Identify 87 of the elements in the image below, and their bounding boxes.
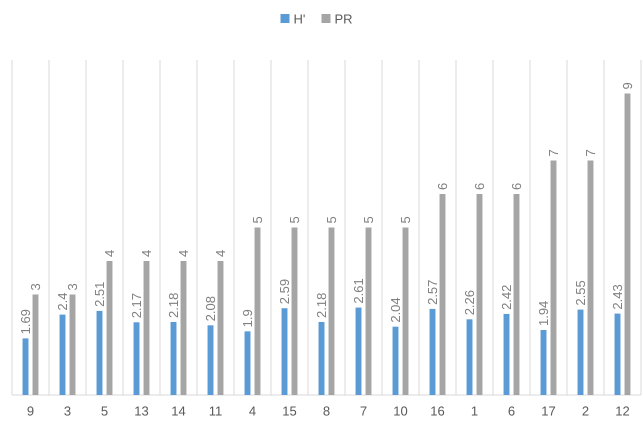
bar xyxy=(578,310,584,395)
x-tick-label: 17 xyxy=(541,404,556,418)
data-label: 4 xyxy=(102,250,117,257)
x-tick-label: 6 xyxy=(508,404,516,418)
bar xyxy=(328,228,334,395)
bar xyxy=(624,94,630,395)
data-label: 2.26 xyxy=(462,290,478,316)
x-tick-label: 3 xyxy=(64,404,72,418)
bar xyxy=(504,314,510,395)
x-tick-label: 11 xyxy=(208,404,222,418)
data-label: 1.9 xyxy=(240,309,256,328)
data-label: 4 xyxy=(212,250,228,257)
bar xyxy=(32,294,38,395)
x-tick-label: 4 xyxy=(248,404,256,418)
data-label: 3 xyxy=(64,283,80,290)
bar xyxy=(22,338,28,395)
data-label: 3 xyxy=(28,283,43,290)
legend-label: H' xyxy=(294,12,306,26)
data-label: 2.42 xyxy=(499,284,514,310)
data-label: 6 xyxy=(472,182,487,190)
bar xyxy=(550,160,556,395)
data-label: 2.61 xyxy=(351,278,366,304)
data-label: 9 xyxy=(620,82,635,90)
data-label: 2.59 xyxy=(277,278,292,304)
data-label: 5 xyxy=(286,216,302,224)
bar xyxy=(392,326,398,395)
data-label: 2.4 xyxy=(55,292,70,311)
data-label: 2.08 xyxy=(203,296,218,322)
data-label: 5 xyxy=(398,216,413,224)
bar xyxy=(208,325,214,395)
x-tick-label: 14 xyxy=(171,404,186,418)
data-label: 2.57 xyxy=(425,280,440,305)
bar xyxy=(144,261,150,395)
x-tick-label: 7 xyxy=(360,404,368,418)
bar xyxy=(466,319,472,395)
data-label: 2.43 xyxy=(610,284,626,310)
bar xyxy=(440,194,446,395)
bar xyxy=(366,228,372,395)
bar xyxy=(614,314,620,395)
bar xyxy=(588,160,594,395)
x-tick-label: 9 xyxy=(26,404,34,418)
data-label: 4 xyxy=(176,250,191,257)
bar xyxy=(96,310,102,395)
bar xyxy=(134,322,140,395)
bar xyxy=(514,194,520,395)
bar xyxy=(282,308,288,395)
x-tick-label: 15 xyxy=(282,404,297,418)
data-label: 6 xyxy=(508,182,524,190)
bar xyxy=(318,322,324,395)
legend-label: PR xyxy=(334,12,353,26)
bar xyxy=(180,261,186,395)
x-tick-label: 1 xyxy=(470,404,478,418)
data-label: 1.94 xyxy=(536,300,552,326)
bar xyxy=(244,331,250,395)
data-label: 7 xyxy=(546,149,561,156)
bar xyxy=(170,322,176,395)
data-label: 2.51 xyxy=(92,282,108,307)
x-tick-label: 5 xyxy=(100,404,108,418)
data-label: 2.04 xyxy=(388,297,404,323)
data-label: 5 xyxy=(250,216,265,224)
data-label: 2.18 xyxy=(166,292,182,318)
data-label: 7 xyxy=(582,149,598,156)
bar xyxy=(402,228,408,395)
bar xyxy=(60,314,66,395)
bar xyxy=(70,294,76,395)
x-tick-label: 12 xyxy=(615,404,630,418)
data-label: 1.69 xyxy=(18,309,34,334)
x-tick-label: 16 xyxy=(430,404,445,418)
x-tick-label: 8 xyxy=(322,404,330,418)
bar xyxy=(218,261,224,395)
data-label: 2.17 xyxy=(129,292,144,318)
bar xyxy=(540,330,546,395)
data-label: 6 xyxy=(434,182,450,190)
x-tick-label: 10 xyxy=(393,404,408,418)
data-label: 5 xyxy=(360,216,376,224)
data-label: 4 xyxy=(138,250,154,257)
bar xyxy=(292,228,298,395)
data-label: 2.55 xyxy=(573,280,588,306)
bar xyxy=(356,308,362,395)
x-tick-label: 2 xyxy=(582,404,590,418)
bar xyxy=(476,194,482,395)
data-label: 2.18 xyxy=(314,292,330,318)
data-label: 5 xyxy=(324,216,339,224)
bar xyxy=(430,308,436,395)
bar xyxy=(106,261,112,395)
x-tick-label: 13 xyxy=(134,404,149,418)
bar xyxy=(254,228,260,395)
